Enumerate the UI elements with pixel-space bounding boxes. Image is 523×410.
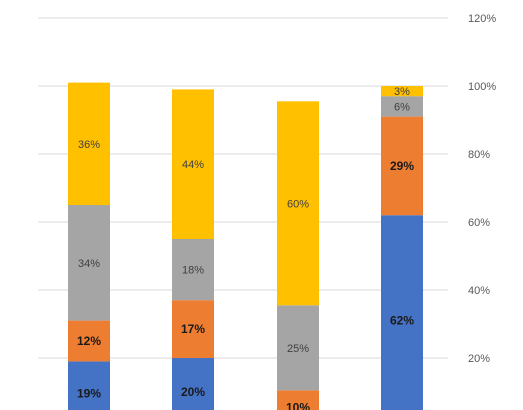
data-label: 29% [390,159,414,173]
data-label: 6% [394,101,410,113]
bar-segment [68,82,110,205]
data-label: 44% [182,159,204,171]
data-label: 3% [394,86,410,98]
bar-segment [68,361,110,410]
data-label: 19% [77,387,101,401]
bar-segment [68,320,110,362]
data-label: 62% [390,314,414,328]
data-label: 12% [77,334,101,348]
y-tick-label: 40% [468,285,490,297]
y-axis-tick-labels: 20% 40% 60% 80% 100% 120% [468,13,496,365]
bar-segment [172,89,214,240]
data-label: 20% [181,385,205,399]
bar-segment [172,300,214,358]
data-label: 34% [78,258,100,270]
data-label: 10% [286,400,310,410]
bar-segment [172,358,214,410]
data-label: 17% [181,322,205,336]
bar-segment [172,239,214,301]
bars [68,82,423,410]
y-tick-label: 120% [468,13,496,25]
bar-segment [381,215,423,410]
bar-segment [381,116,423,216]
y-tick-label: 20% [468,353,490,365]
y-tick-label: 60% [468,217,490,229]
bar-segment [68,205,110,321]
y-tick-label: 100% [468,81,496,93]
bar-segment [381,96,423,117]
data-label: 36% [78,139,100,151]
bar-segment [381,86,423,97]
data-label: 18% [182,265,204,277]
y-tick-label: 80% [468,149,490,161]
bar-segment [277,390,319,410]
bar-segment [277,101,319,306]
data-label: 25% [287,343,309,355]
bar-segment [277,305,319,391]
data-labels: 19% 12% 34% 36% 20% 17% 18% 44% 10% 25% 60% 62% 29% 6… [77,86,414,410]
data-label: 60% [287,198,309,210]
